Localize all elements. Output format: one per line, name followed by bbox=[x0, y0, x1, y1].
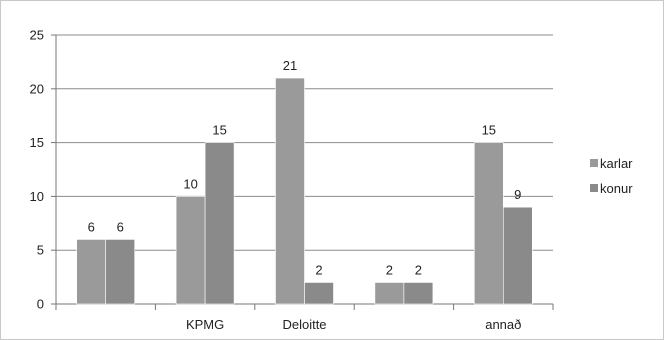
x-category-label: KPMG bbox=[186, 317, 224, 332]
bar-konur bbox=[105, 239, 135, 305]
bars bbox=[76, 77, 533, 305]
x-category-label: annað bbox=[485, 317, 521, 332]
y-tick-label: 25 bbox=[30, 28, 44, 43]
data-label-karlar: 21 bbox=[283, 58, 297, 73]
data-label-konur: 6 bbox=[117, 219, 124, 234]
bar-karlar bbox=[374, 282, 405, 305]
data-label-karlar: 10 bbox=[183, 176, 197, 191]
bar-konur bbox=[403, 282, 434, 305]
data-label-karlar: 2 bbox=[386, 262, 393, 277]
y-tick-label: 5 bbox=[37, 243, 44, 258]
x-category-label: Deloitte bbox=[282, 317, 326, 332]
data-label-karlar: 15 bbox=[482, 123, 496, 138]
y-tick-label: 15 bbox=[30, 135, 44, 150]
legend-swatch-konur bbox=[590, 184, 598, 192]
bar-karlar bbox=[76, 239, 106, 305]
bar-konur bbox=[204, 142, 235, 305]
bar-konur bbox=[502, 206, 533, 305]
data-label-konur: 9 bbox=[514, 187, 521, 202]
bar-karlar bbox=[473, 142, 504, 305]
legend: karlar konur bbox=[590, 156, 633, 196]
labels: 6 6 10 15 KPMG 21 2 Deloitte 2 2 15 9 annað bbox=[88, 58, 522, 332]
y-tick-label: 0 bbox=[37, 297, 44, 312]
bar-karlar bbox=[275, 77, 305, 305]
data-label-konur: 2 bbox=[315, 262, 322, 277]
data-label-konur: 2 bbox=[415, 262, 422, 277]
legend-label-konur: konur bbox=[600, 181, 633, 196]
data-label-konur: 15 bbox=[212, 123, 226, 138]
legend-swatch-karlar bbox=[590, 159, 598, 167]
bar-konur bbox=[304, 282, 334, 305]
data-label-karlar: 6 bbox=[88, 219, 95, 234]
y-tick-label: 10 bbox=[30, 189, 44, 204]
y-tick-label: 20 bbox=[30, 81, 44, 96]
legend-label-karlar: karlar bbox=[600, 156, 633, 171]
bar-karlar bbox=[175, 196, 206, 305]
